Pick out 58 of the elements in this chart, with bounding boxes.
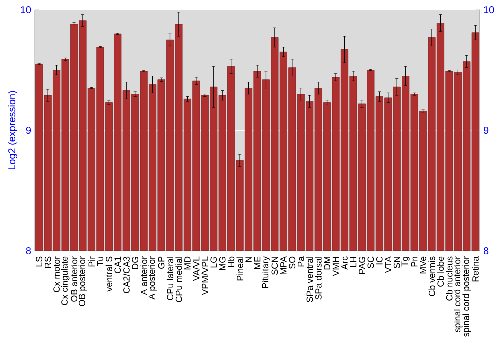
x-tick-label: Retina xyxy=(472,256,479,282)
x-tick-label: ventral S xyxy=(106,256,112,292)
x-tick-label: MD xyxy=(184,256,191,270)
x-tick-label: VMH xyxy=(332,257,340,276)
y-axis-title: Log2 (expression) xyxy=(8,91,18,170)
x-tick-label: Pituitary xyxy=(262,256,270,288)
x-tick-label: Hb xyxy=(228,256,235,268)
y2-tick-label: 9 xyxy=(484,126,489,134)
x-tick-label: SCN xyxy=(272,257,278,275)
x-tick-label: Pineal xyxy=(236,257,244,281)
x-tick-label: spinal cord anterior xyxy=(454,256,462,332)
x-tick-label: A anterior xyxy=(140,256,148,296)
x-tick-label: DG xyxy=(132,257,139,270)
x-tick-label: Cb nucleus xyxy=(446,256,453,301)
y-tick-label: 9 xyxy=(26,126,32,134)
x-tick-label: Cx cingulate xyxy=(61,256,70,306)
x-tick-label: IC xyxy=(376,256,383,265)
x-tick-label: GP xyxy=(158,256,165,269)
x-tick-label: MVe xyxy=(420,256,426,274)
y-tick-label: 10 xyxy=(21,6,32,14)
x-tick-label: SO xyxy=(289,256,296,269)
x-tick-label: Pa xyxy=(298,256,304,267)
x-tick-label: Tg xyxy=(402,257,410,267)
x-tick-label: VPM/VPL xyxy=(202,256,208,296)
x-tick-label: MG xyxy=(219,257,226,270)
x-tick-label: CA1 xyxy=(114,256,122,274)
x-tick-label: A posterior xyxy=(148,256,157,300)
x-tick-label: spinal cord posterior xyxy=(462,256,472,337)
y2-tick-label: 8 xyxy=(484,247,489,255)
x-tick-label: VTA xyxy=(385,256,392,274)
x-tick-label: PAG xyxy=(359,257,366,274)
x-tick-label: LS xyxy=(36,256,43,267)
x-tick-label: Cx motor xyxy=(54,256,60,292)
x-tick-label: CPu medial xyxy=(176,257,182,302)
x-tick-label: RS xyxy=(44,256,52,268)
x-tick-label: LG xyxy=(210,257,218,268)
x-tick-label: LH xyxy=(350,257,357,268)
x-tick-label: Pn xyxy=(411,257,418,267)
x-tick-label: Tu xyxy=(97,257,104,266)
x-tick-label: CPu lateral xyxy=(166,257,174,300)
x-tick-label: N xyxy=(246,257,252,262)
x-tick-label: Arc xyxy=(342,256,348,270)
x-tick-label: MPA xyxy=(280,256,287,274)
x-tick-label: ME xyxy=(254,256,261,270)
x-tick-label: SPa ventral xyxy=(306,257,314,302)
x-tick-label: Pir xyxy=(88,256,95,267)
x-tick-label: Cb vermis xyxy=(428,256,436,296)
x-tick-label: SC xyxy=(368,256,374,268)
x-tick-label: OB anterior xyxy=(70,256,78,302)
x-tick-label: CA2/CA3 xyxy=(123,256,130,294)
x-tick-label: SN xyxy=(394,257,400,268)
x-tick-label: DM xyxy=(324,257,330,270)
x-tick-label: VA/VL xyxy=(193,256,200,282)
x-tick-label: Cb lobe xyxy=(437,256,444,287)
x-tick-label: OB posterior xyxy=(78,256,88,306)
x-tick-label: SPa dorsal xyxy=(315,257,322,300)
y2-tick-label: 10 xyxy=(484,6,494,14)
y-tick-label: 8 xyxy=(26,247,32,255)
